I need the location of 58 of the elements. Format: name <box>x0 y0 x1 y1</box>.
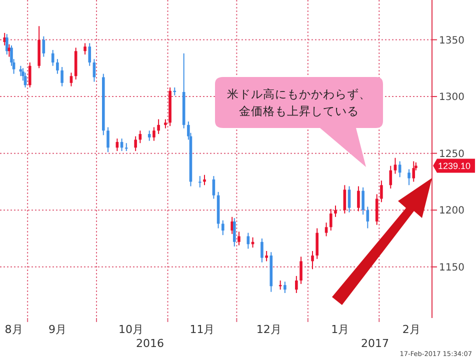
candlestick <box>394 157 397 174</box>
candlestick <box>348 186 351 213</box>
candlestick <box>212 176 216 200</box>
y-tick-label: 1150 <box>439 262 464 274</box>
x-tick-label: 10月 <box>118 323 144 336</box>
candlestick <box>28 62 32 88</box>
candlestick <box>300 256 302 284</box>
candlestick <box>380 180 383 203</box>
candlestick <box>84 42 86 56</box>
x-tick-label: 11月 <box>190 323 215 336</box>
annotation: 米ドル高にもかかわらず、金価格も上昇している <box>227 87 371 118</box>
candlestick <box>198 176 202 188</box>
candlestick <box>284 281 286 294</box>
x-tick-label: 1月 <box>331 323 350 336</box>
candlestick <box>148 130 151 142</box>
candlestick <box>408 168 410 186</box>
candlestick <box>5 34 8 56</box>
candlestick <box>106 126 110 153</box>
candlestick <box>324 222 328 237</box>
y-tick-label: 1200 <box>439 206 464 217</box>
candlestick <box>343 184 346 214</box>
candlestick <box>357 186 360 212</box>
y-tick-label: 1350 <box>439 35 464 46</box>
annotation: 1239.10 <box>438 160 471 171</box>
candlestick <box>88 42 92 66</box>
candlestick <box>60 66 64 87</box>
y-tick-label: 1250 <box>439 148 464 160</box>
candlestick <box>232 218 236 247</box>
candlestick <box>157 118 160 135</box>
candlestick <box>375 194 378 226</box>
x-tick-label: 9月 <box>48 323 66 336</box>
candlestick <box>56 58 59 74</box>
x-tick-label: 2月 <box>402 323 420 336</box>
candlestick <box>265 250 268 262</box>
candlestick <box>51 49 54 66</box>
text: 2016 <box>136 337 164 350</box>
candlestick <box>398 160 402 178</box>
candlestick <box>311 250 314 270</box>
x-tick-label: 12月 <box>256 323 282 336</box>
candlestick <box>389 165 392 190</box>
candlestick <box>295 275 298 294</box>
candlestick <box>238 231 240 246</box>
candlestick <box>164 118 167 129</box>
candlestick <box>152 126 156 142</box>
candlestick <box>329 208 332 232</box>
x-tick-label: 8月 <box>4 323 23 336</box>
candlestick <box>221 220 224 236</box>
candlestick <box>334 205 337 218</box>
candlestick <box>366 206 370 229</box>
candlestick <box>203 174 206 186</box>
y-tick-label: 1300 <box>439 92 464 104</box>
text: 2017 <box>361 337 389 350</box>
candlestick <box>260 238 264 263</box>
candlestick <box>134 136 137 152</box>
candlestick <box>316 228 319 260</box>
candlestick <box>246 232 250 250</box>
candlestick <box>362 186 364 216</box>
candlestick <box>70 72 73 87</box>
